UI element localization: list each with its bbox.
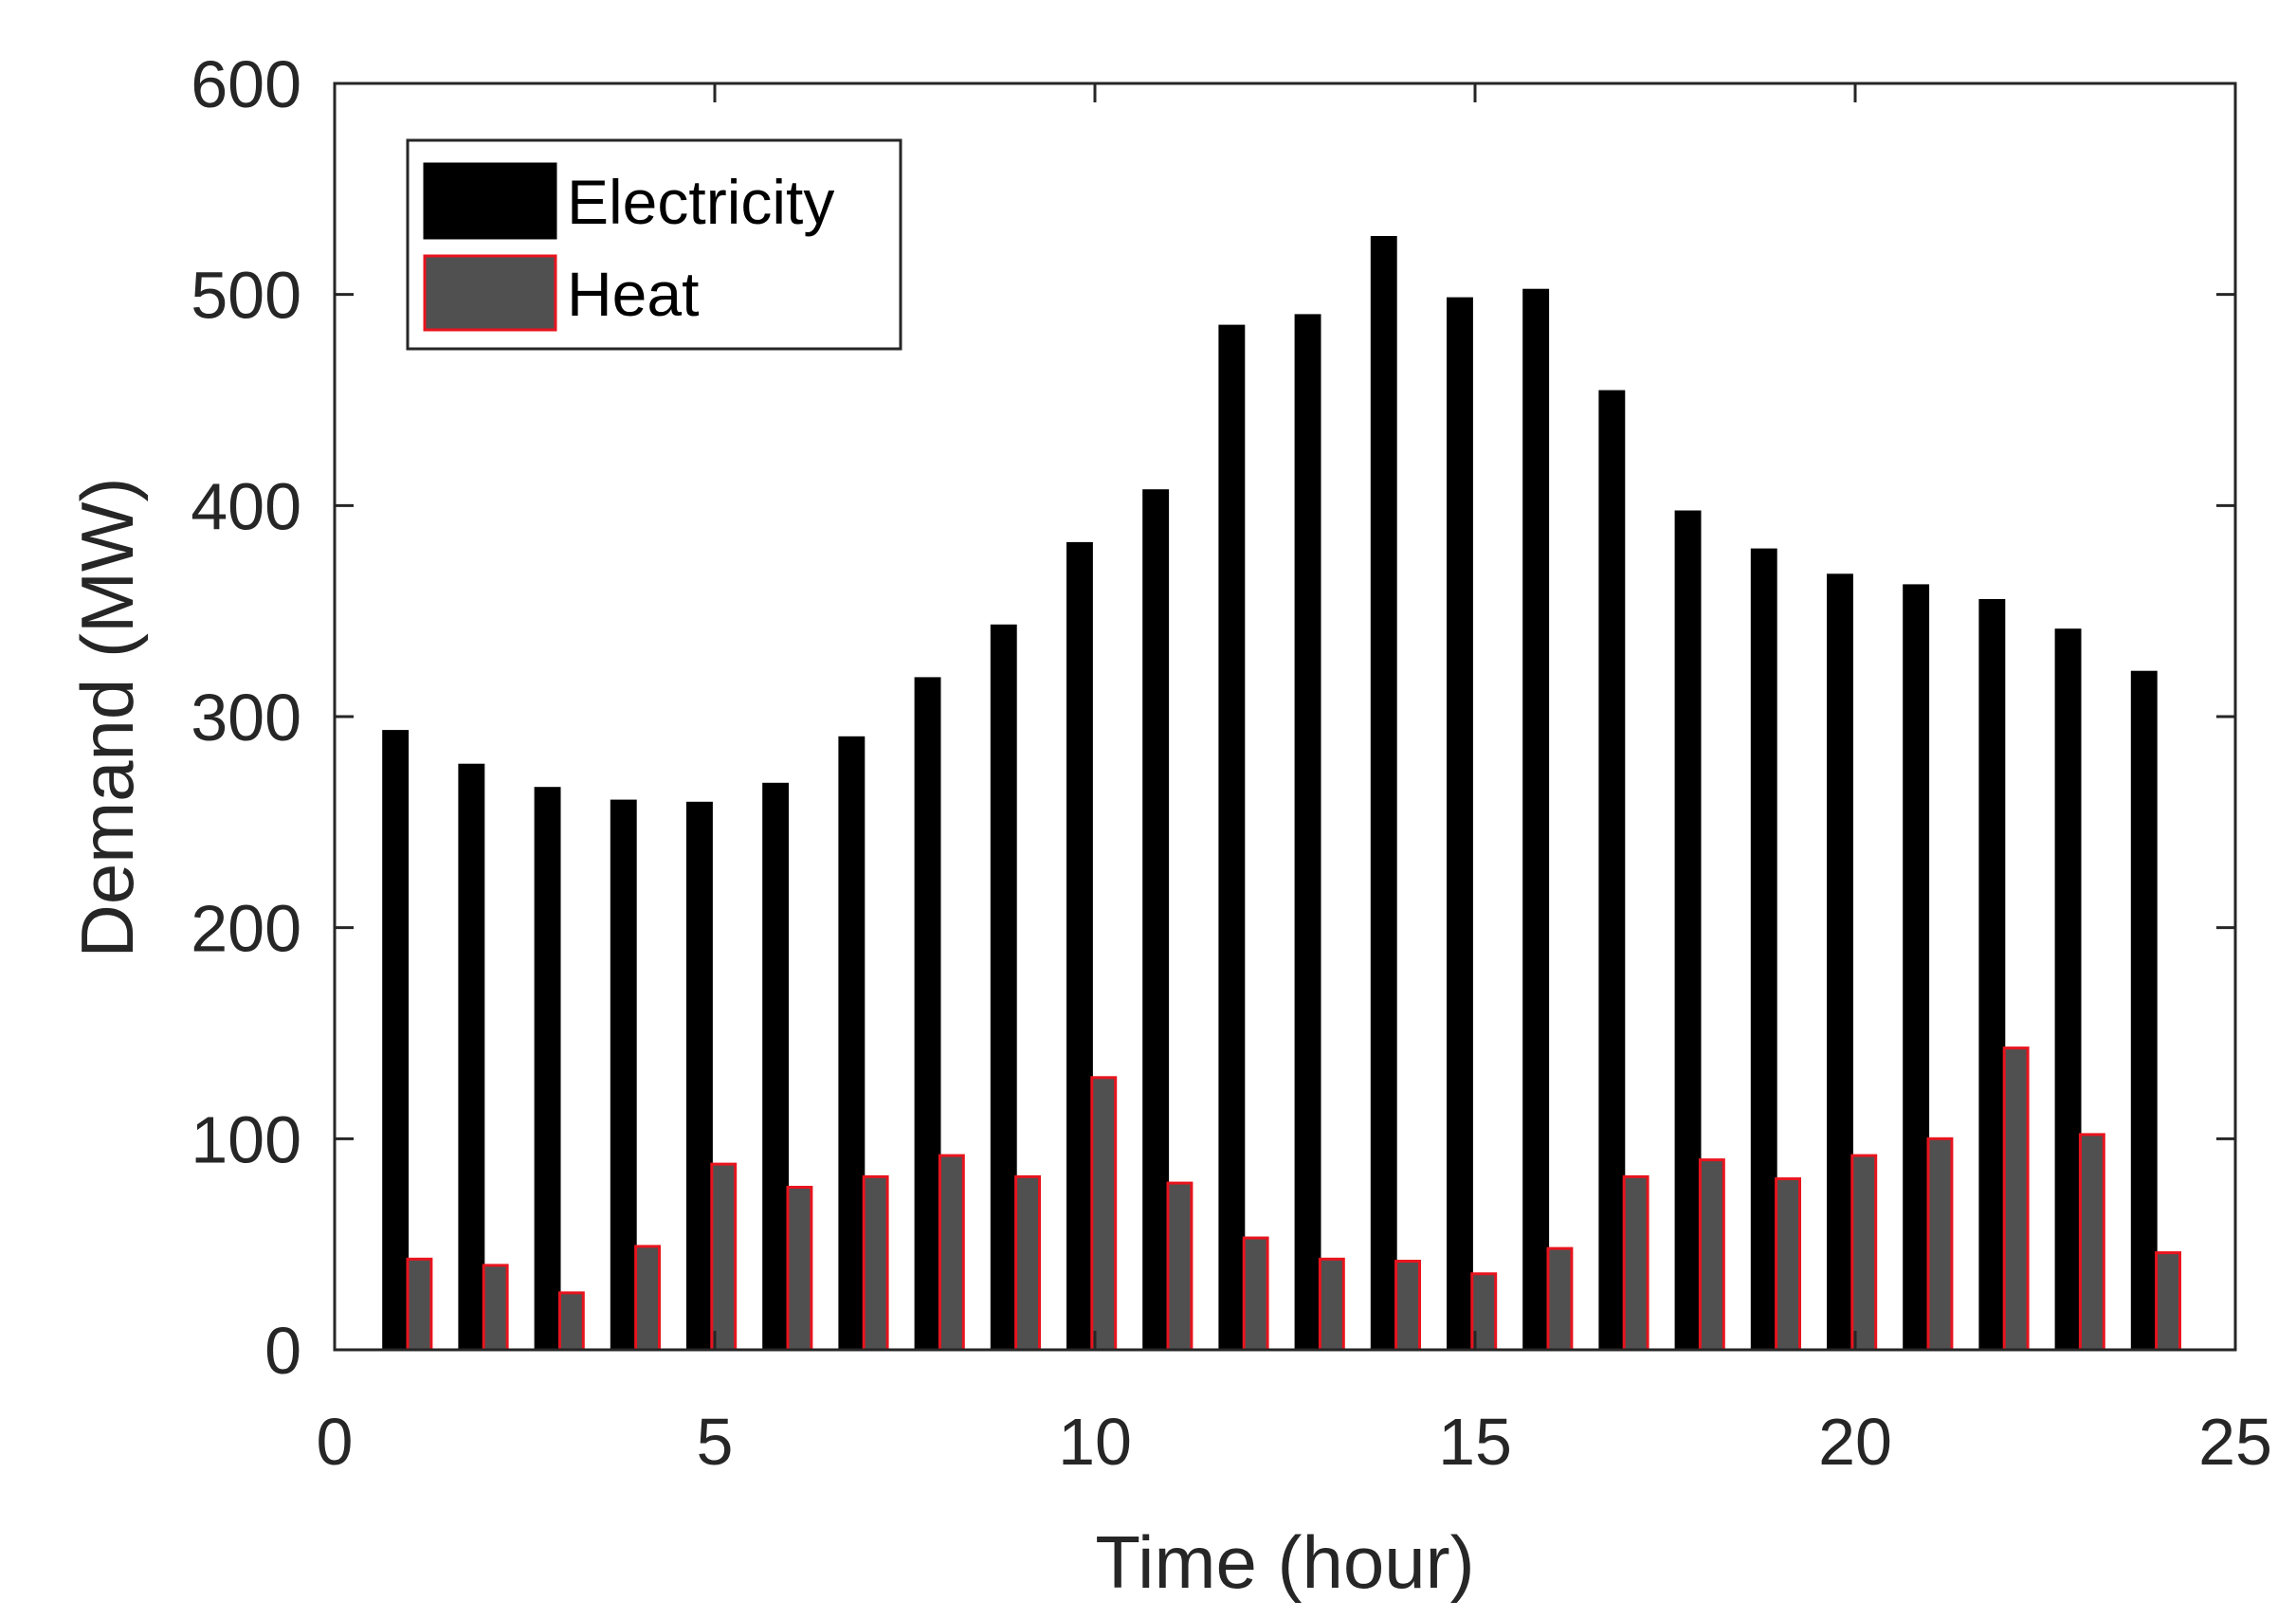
x-tick-label-20: 20 (1818, 1405, 1892, 1479)
bar-electricity-19 (1750, 548, 1777, 1352)
bar-electricity-16 (1522, 288, 1550, 1352)
y-tick-label-600: 600 (191, 47, 301, 121)
legend-swatch-electricity (423, 162, 557, 240)
bar-heat-1 (406, 1257, 433, 1352)
y-tick-label-0: 0 (264, 1314, 301, 1388)
legend-label-heat: Heat (567, 259, 699, 329)
bar-heat-22 (2002, 1046, 2030, 1352)
bar-heat-18 (1698, 1158, 1725, 1352)
y-axis-label: Demand (MW) (65, 477, 149, 957)
legend-swatch-heat (423, 254, 557, 332)
bar-heat-19 (1775, 1177, 1801, 1352)
bar-heat-10 (1090, 1076, 1118, 1352)
bar-heat-16 (1546, 1246, 1574, 1352)
x-axis-label: Time (hour) (1095, 1520, 1474, 1604)
bar-electricity-24 (2130, 670, 2158, 1352)
bar-electricity-8 (914, 677, 941, 1352)
bar-heat-11 (1166, 1181, 1194, 1352)
bar-electricity-18 (1674, 510, 1702, 1352)
bar-heat-23 (2078, 1133, 2105, 1352)
x-tick-label-25: 25 (2198, 1405, 2272, 1479)
bar-heat-13 (1318, 1257, 1345, 1352)
bar-electricity-15 (1447, 297, 1473, 1352)
bar-electricity-1 (382, 730, 410, 1352)
bar-heat-5 (710, 1162, 738, 1352)
bar-electricity-11 (1142, 489, 1170, 1352)
bar-heat-4 (634, 1245, 661, 1352)
bar-electricity-20 (1827, 573, 1853, 1352)
bar-heat-12 (1242, 1236, 1269, 1352)
legend-label-electricity: Electricity (567, 167, 834, 237)
bar-electricity-4 (610, 799, 637, 1352)
bar-electricity-6 (762, 782, 790, 1352)
legend: Electricity Heat (406, 138, 902, 351)
y-tick-label-500: 500 (191, 259, 301, 333)
x-tick-label-5: 5 (697, 1405, 734, 1479)
ticks-layer: 0 5 10 15 20 25 0 100 200 300 400 500 600 (191, 47, 2272, 1479)
bar-electricity-5 (686, 801, 713, 1352)
x-tick-label-15: 15 (1438, 1405, 1512, 1479)
bar-heat-8 (938, 1154, 965, 1352)
x-tick-label-0: 0 (317, 1405, 354, 1479)
x-tick-label-10: 10 (1058, 1405, 1132, 1479)
bar-heat-7 (862, 1174, 889, 1352)
bar-electricity-17 (1598, 390, 1626, 1352)
bar-electricity-3 (534, 787, 561, 1352)
bar-heat-20 (1850, 1154, 1878, 1352)
bar-electricity-14 (1370, 236, 1397, 1352)
y-tick-label-200: 200 (191, 892, 301, 966)
bar-electricity-21 (1903, 584, 1930, 1352)
bars-layer (382, 236, 2182, 1352)
bar-electricity-22 (1978, 599, 2006, 1352)
bar-electricity-13 (1294, 314, 1321, 1352)
bar-electricity-12 (1218, 324, 1246, 1352)
bar-heat-9 (1014, 1174, 1041, 1352)
bar-electricity-10 (1066, 541, 1093, 1352)
bar-heat-3 (557, 1291, 585, 1352)
y-tick-label-400: 400 (191, 469, 301, 543)
bar-heat-6 (786, 1186, 813, 1352)
bar-electricity-23 (2054, 628, 2082, 1352)
bar-heat-14 (1394, 1260, 1421, 1352)
bar-electricity-2 (458, 763, 485, 1352)
bar-electricity-7 (838, 736, 866, 1352)
bar-heat-17 (1622, 1174, 1649, 1352)
bar-heat-24 (2155, 1251, 2182, 1352)
bar-heat-21 (1926, 1137, 1954, 1352)
bar-electricity-9 (990, 624, 1017, 1352)
y-tick-label-100: 100 (191, 1102, 301, 1176)
y-tick-label-300: 300 (191, 681, 301, 755)
bar-heat-2 (482, 1264, 509, 1352)
